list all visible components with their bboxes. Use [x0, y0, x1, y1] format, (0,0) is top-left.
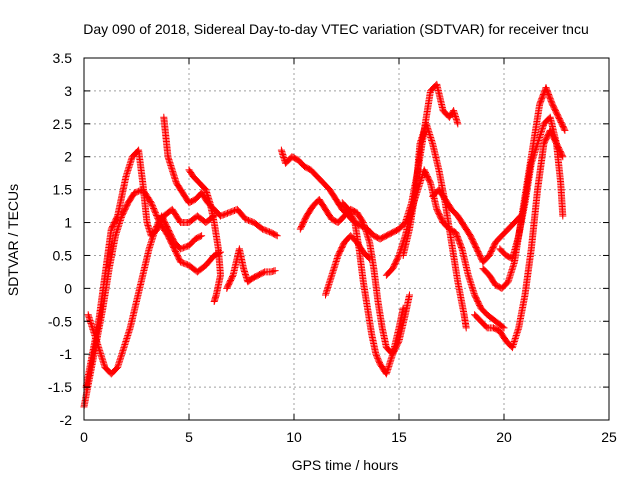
data-point — [196, 232, 204, 240]
data-point — [399, 304, 407, 312]
data-point — [210, 298, 218, 306]
data-point — [365, 254, 373, 262]
x-tick-label: 15 — [391, 429, 407, 445]
x-tick-label: 0 — [80, 429, 88, 445]
y-tick-label: 2.5 — [53, 116, 73, 132]
y-tick-label: -1.5 — [48, 379, 72, 395]
series-track-12 — [399, 120, 470, 332]
y-tick-label: -2 — [60, 412, 73, 428]
y-tick-label: -1 — [60, 346, 73, 362]
data-point — [271, 267, 279, 275]
chart-title: Day 090 of 2018, Sidereal Day-to-day VTE… — [83, 21, 589, 37]
axis-ticks: 0 5 10 15 20 25 -2 -1.5 -1 -0.5 0 0.5 1 1.5 2 2.5 3 3.5 — [48, 50, 617, 445]
data-point — [406, 291, 413, 299]
data-point — [272, 231, 280, 239]
y-tick-label: -0.5 — [48, 313, 72, 329]
x-tick-label: 5 — [185, 429, 193, 445]
y-tick-label: 2 — [64, 149, 72, 165]
data-point — [366, 255, 374, 263]
x-tick-label: 10 — [286, 429, 302, 445]
series-track-13 — [429, 186, 525, 266]
y-tick-label: 3 — [64, 83, 72, 99]
data-point — [558, 151, 566, 159]
data-point — [559, 153, 567, 161]
data-point — [559, 212, 567, 220]
data-point — [560, 125, 568, 133]
y-tick-label: 1 — [64, 215, 72, 231]
y-axis-label: SDTVAR / TECUs — [5, 184, 21, 296]
series-track-3 — [84, 212, 206, 378]
series-track-6 — [223, 245, 279, 292]
data-point — [561, 126, 569, 134]
data-point — [350, 217, 358, 225]
series-track-16 — [496, 113, 567, 263]
data-markers — [80, 80, 569, 411]
plot-border — [83, 57, 610, 421]
data-point — [454, 120, 462, 128]
data-point — [499, 323, 507, 331]
x-tick-label: 25 — [601, 429, 617, 445]
y-tick-label: 0.5 — [53, 247, 73, 263]
data-point — [228, 273, 236, 281]
data-point — [457, 244, 465, 252]
data-point — [394, 253, 402, 261]
series-track-5 — [185, 166, 224, 306]
y-tick-label: 3.5 — [53, 50, 73, 66]
data-point — [113, 213, 121, 221]
x-tick-label: 20 — [496, 429, 512, 445]
data-point — [462, 324, 470, 332]
y-tick-label: 0 — [64, 280, 72, 296]
data-point — [198, 232, 206, 240]
data-point — [500, 324, 508, 332]
x-axis-label: GPS time / hours — [292, 457, 399, 473]
data-point — [273, 232, 281, 240]
series-track-10 — [322, 232, 374, 299]
y-tick-label: 1.5 — [53, 182, 73, 198]
data-point — [426, 178, 434, 186]
data-point — [259, 269, 267, 277]
grid-lines — [84, 58, 609, 420]
